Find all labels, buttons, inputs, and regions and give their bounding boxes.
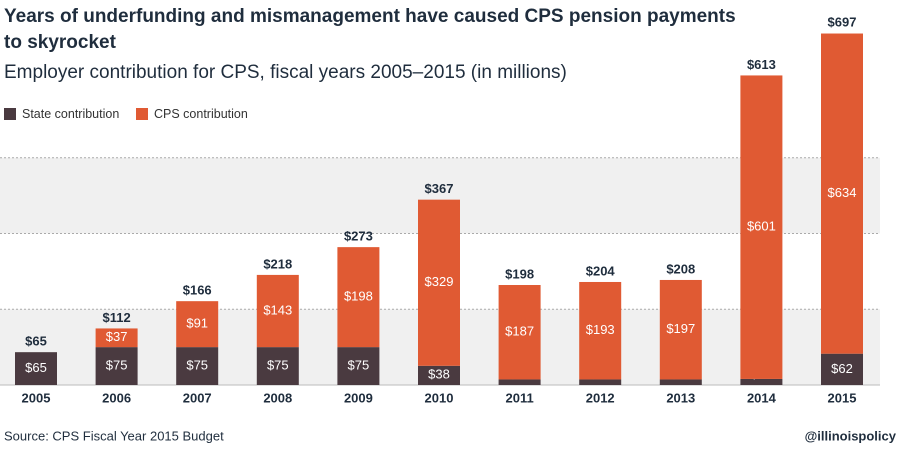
value-label: $198: [344, 289, 373, 304]
bar-segment: [15, 352, 57, 385]
total-label: $697: [828, 14, 857, 29]
value-label: $75: [348, 358, 370, 373]
value-label: $634: [828, 185, 857, 200]
bar-segment: [418, 365, 460, 385]
x-tick-label: 2008: [263, 390, 292, 405]
x-tick-label: 2014: [747, 390, 777, 405]
bar-segment: [337, 247, 380, 348]
x-tick-label: 2015: [828, 390, 857, 405]
value-label: $75: [106, 358, 128, 373]
x-tick-label: 2005: [22, 390, 51, 405]
value-label: $601: [747, 219, 776, 234]
value-label: $329: [425, 274, 454, 289]
bar-segment: [579, 281, 622, 380]
bar-segment: [498, 379, 541, 385]
total-label: $367: [425, 181, 454, 196]
bar-segment: [740, 378, 783, 385]
value-label: $143: [263, 302, 292, 317]
bar-segment: [176, 301, 219, 348]
total-label: $613: [747, 57, 776, 72]
value-label: $197: [666, 321, 695, 336]
total-label: $218: [263, 256, 292, 271]
bar-segment: [176, 347, 219, 385]
value-label: $75: [267, 358, 289, 373]
total-label: $198: [505, 266, 534, 281]
legend-label: State contribution: [22, 107, 119, 121]
value-label: $91: [186, 316, 208, 331]
bar-segment: [498, 285, 541, 380]
value-label: $38: [428, 366, 450, 381]
bar-segment: [659, 379, 702, 385]
chart-subtitle: Employer contribution for CPS, fiscal ye…: [4, 62, 567, 83]
bar-segment: [579, 379, 622, 385]
chart-title-line1: Years of underfunding and mismanagement …: [4, 6, 736, 53]
legend-swatch: [136, 108, 148, 120]
bar-segment: [95, 347, 138, 385]
bar-segment: [659, 279, 702, 380]
bar-segment: [418, 199, 460, 366]
total-label: $273: [344, 229, 373, 244]
bar-segment: [740, 75, 783, 379]
total-label: $208: [666, 261, 695, 276]
bar-segment: [821, 33, 863, 354]
x-tick-label: 2012: [586, 390, 615, 405]
bar-segment: [95, 328, 138, 348]
x-tick-label: 2006: [102, 390, 131, 405]
bar-segment: [337, 347, 380, 385]
value-label: $62: [831, 361, 853, 376]
bar-segment: [256, 274, 299, 348]
x-tick-label: 2009: [344, 390, 373, 405]
x-tick-label: 2007: [183, 390, 212, 405]
legend-swatch: [4, 108, 16, 120]
source: Source: CPS Fiscal Year 2015 Budget: [4, 428, 224, 443]
legend-label: CPS contribution: [154, 107, 248, 121]
x-tick-label: 2011: [505, 390, 533, 405]
bar-segment: [821, 353, 863, 385]
total-label: $65: [25, 334, 47, 349]
x-tick-label: 2013: [666, 390, 695, 405]
total-label: $166: [183, 283, 212, 298]
value-label: $187: [505, 324, 534, 339]
value-label: $75: [186, 358, 208, 373]
bar-segment: [256, 347, 299, 385]
credit: @illinoispolicy: [805, 428, 897, 443]
value-label: $65: [25, 360, 47, 375]
total-label: $204: [586, 263, 616, 278]
x-tick-label: 2010: [425, 390, 454, 405]
value-label: $193: [586, 322, 615, 337]
value-label: $37: [106, 329, 128, 344]
total-label: $112: [102, 310, 130, 325]
